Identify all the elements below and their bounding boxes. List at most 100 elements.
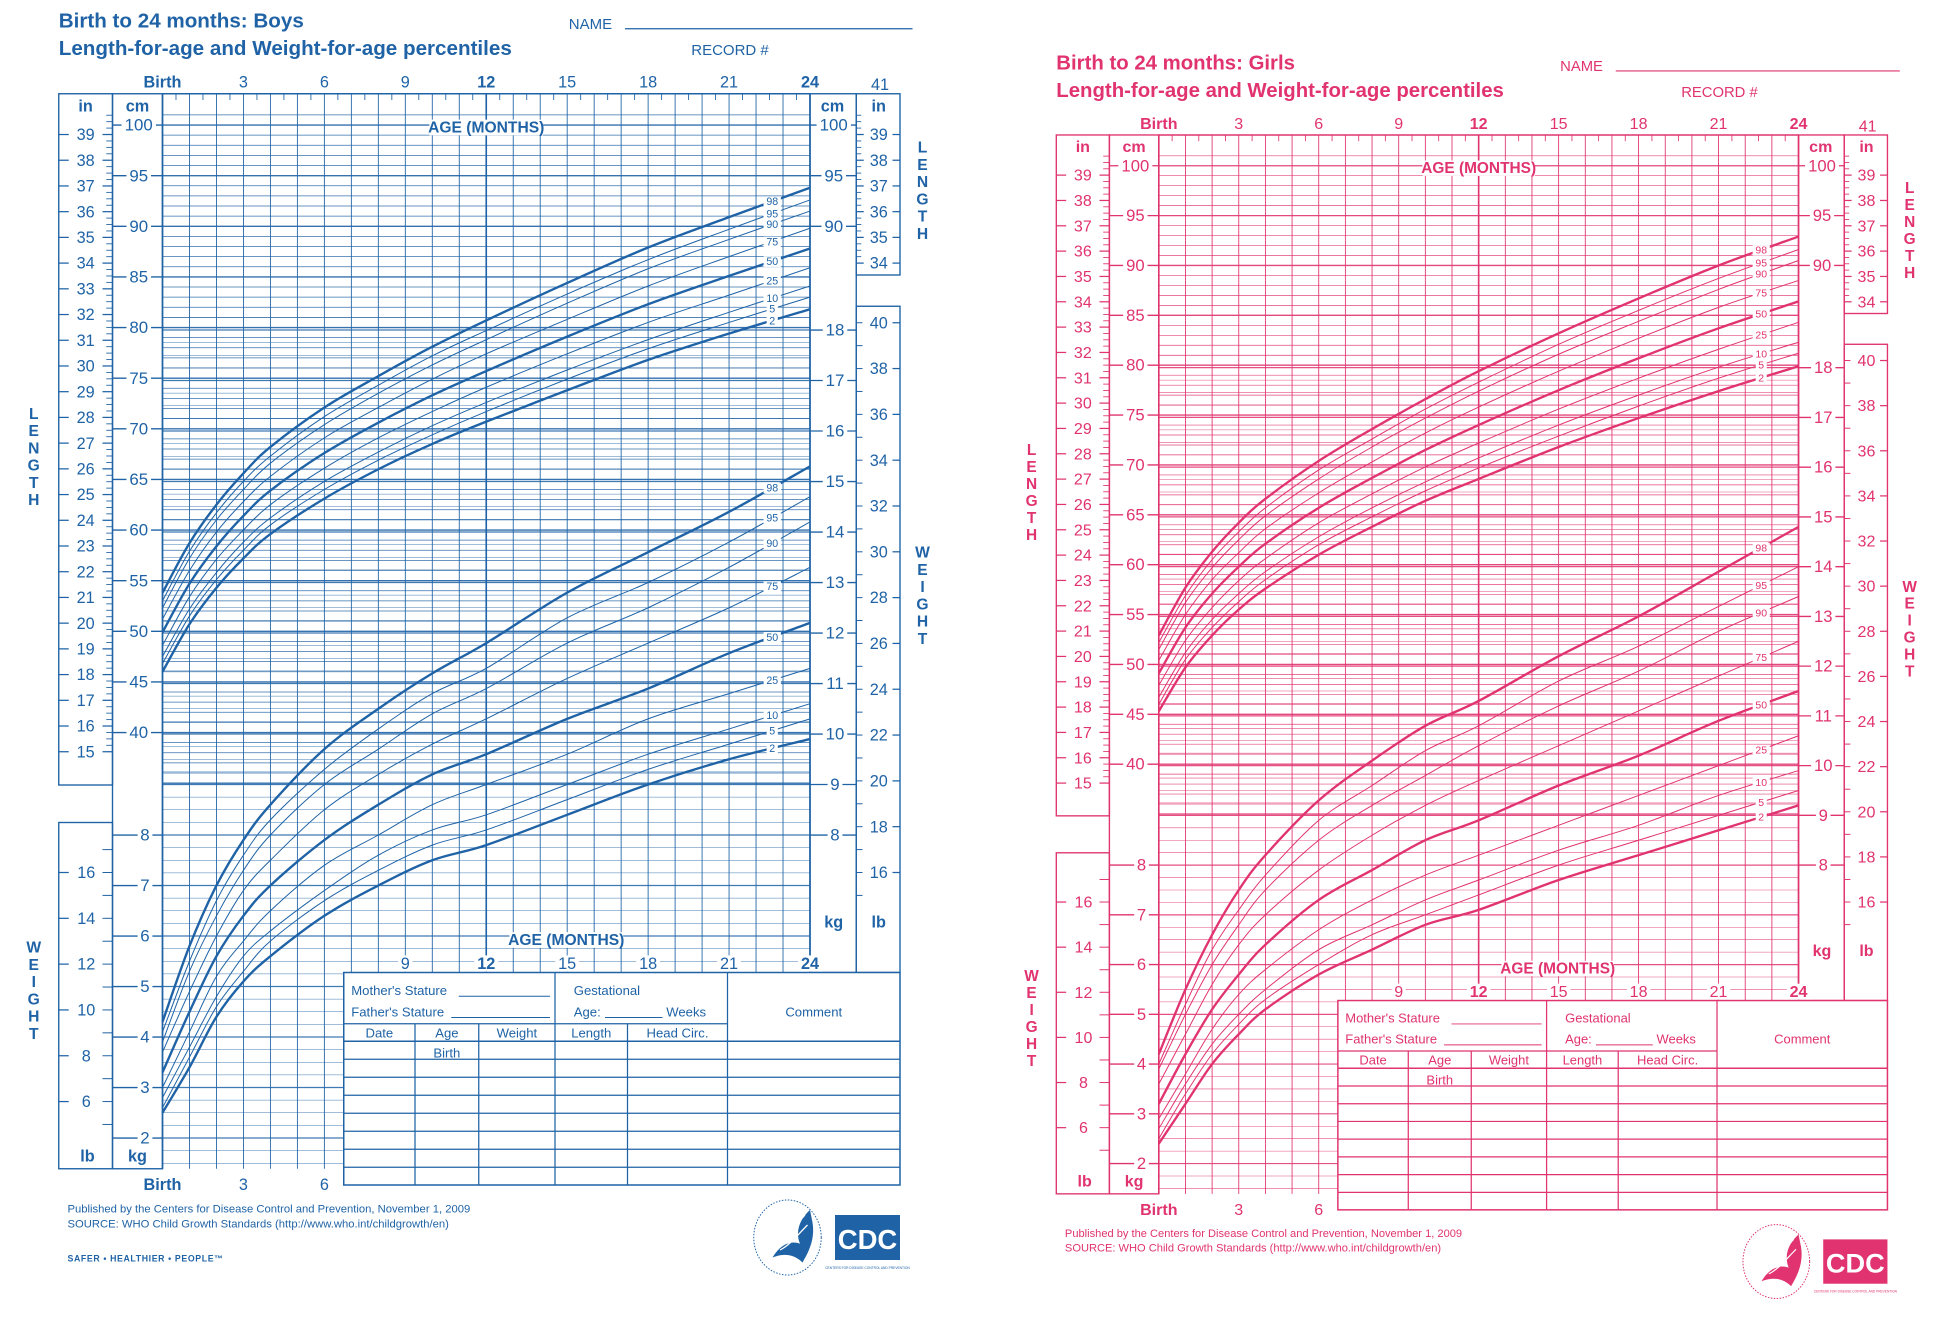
right-inch-unit: in (1859, 138, 1873, 156)
length-percentile-90-line (1158, 260, 1799, 650)
left-cm-tick-label: 60 (1126, 555, 1145, 574)
published-note: Published by the Centers for Disease Con… (1065, 1228, 1462, 1240)
right-length-axis-label: E (1905, 197, 1915, 214)
label-background (1810, 943, 1834, 960)
left-lb-tick-label: 16 (1075, 894, 1093, 912)
left-cm-tick-label: 45 (129, 672, 148, 691)
weight-percentile-95-label: 95 (1755, 581, 1767, 592)
right-length-axis-label: E (917, 157, 927, 174)
length-percentile-5-line (162, 296, 811, 664)
right-inch-tick-label: 36 (870, 203, 888, 221)
right-kg-tick-label: 12 (1814, 657, 1833, 676)
length-percentile-10-line (1158, 341, 1799, 698)
label-background (763, 219, 781, 230)
length-percentile-90-label: 90 (766, 219, 778, 231)
table-column-header: Head Circ. (1637, 1053, 1698, 1068)
left-cm-tick-label: 55 (1126, 605, 1145, 624)
right-weight-axis-label: W (1902, 579, 1917, 596)
left-length-axis-label: T (29, 475, 39, 492)
bottom-age-tick-label: 3 (1234, 1201, 1243, 1219)
left-inch-tick-label: 29 (77, 383, 95, 401)
label-background (1811, 658, 1836, 675)
label-background (1755, 797, 1767, 808)
label-background (126, 623, 152, 640)
top-age-axis-label: AGE (MONTHS) (428, 119, 544, 136)
right-inch-unit: in (872, 97, 886, 115)
chart-header: Birth to 24 months: Girls Length-for-age … (1056, 53, 1900, 102)
lower-age-tick-label: 24 (1790, 983, 1808, 1001)
cdc-logo-subtext: CENTERS FOR DISEASE CONTROL AND PREVENTI… (825, 1266, 910, 1270)
left-inch-tick-label: 34 (77, 255, 95, 273)
left-cm-tick-label: 75 (129, 369, 148, 388)
left-cm-tick-label: 80 (129, 318, 148, 337)
label-background (429, 119, 544, 136)
top-age-tick-label: 3 (1234, 115, 1243, 133)
right-lb-tick-label: 36 (1858, 442, 1876, 460)
right-kg-tick-label: 16 (1814, 458, 1833, 477)
right-cm-tick-label: 95 (824, 166, 843, 185)
right-kg-tick-label: 9 (1819, 806, 1828, 825)
right-lb-tick-label: 26 (870, 635, 888, 653)
length-percentile-75-label: 75 (1755, 289, 1767, 300)
label-background (636, 955, 661, 972)
hhs-seal-logo (753, 1199, 822, 1276)
label-background (126, 572, 152, 590)
label-background (1122, 139, 1146, 156)
left-kg-tick-label: 2 (1137, 1154, 1146, 1173)
chart-title: Birth to 24 months: Boys (59, 9, 304, 32)
right-length-axis-label: T (1905, 248, 1915, 265)
label-background (822, 725, 848, 743)
right-kg-unit: kg (1813, 942, 1832, 960)
label-background (75, 1147, 100, 1165)
left-cm-tick-label: 95 (129, 166, 148, 185)
left-inch-unit: in (1076, 138, 1090, 156)
label-background (73, 97, 98, 115)
label-background (1752, 542, 1770, 554)
left-length-axis-label: H (1026, 527, 1037, 544)
length-percentile-75-line (1158, 279, 1799, 661)
lower-age-tick-label: 18 (1630, 983, 1648, 1001)
top-age-tick-label: 24 (1790, 115, 1808, 133)
left-cm-tick-label: 100 (1121, 156, 1149, 175)
right-kg-unit: kg (824, 913, 843, 931)
right-kg-tick-label: 14 (1814, 557, 1833, 576)
left-inch-tick-label: 16 (1074, 749, 1092, 767)
left-length-inch-scale: in 15 16 17 18 19 20 21 22 23 24 25 26 27 28 29 30 31 32 33… (1055, 134, 1111, 817)
weight-percentile-5-label: 5 (1758, 798, 1764, 809)
left-lb-tick-label: 6 (82, 1093, 91, 1111)
record-number-label: RECORD # (1681, 85, 1758, 101)
left-inch-tick-label: 31 (1074, 369, 1092, 387)
right-kg-tick-label: 15 (826, 472, 845, 491)
label-background (1134, 906, 1149, 924)
right-cm-unit: cm (821, 97, 844, 115)
left-weight-axis-label: G (1026, 1019, 1038, 1036)
top-age-tick-label: 15 (558, 73, 576, 91)
left-inch-tick-label: 28 (77, 409, 95, 427)
cdc-logo-text: CDC (838, 1224, 898, 1255)
label-background (866, 97, 891, 115)
right-weight-axis-label: G (1904, 630, 1916, 647)
bottom-age-tick-label: 6 (320, 1176, 329, 1194)
length-percentile-75-line (162, 227, 811, 620)
label-background (137, 877, 153, 895)
weight-percentile-98-line (161, 465, 811, 1023)
label-background (509, 932, 624, 948)
label-background (1501, 960, 1614, 977)
measurement-record-table: Mother's Stature Father's Stature Gestatio… (343, 971, 901, 1186)
lower-age-tick-label: 15 (558, 955, 576, 973)
right-weight-lb-scale: 16 18 20 22 24 26 28 30 32 34 36 38 40 lb (855, 305, 901, 974)
left-inch-tick-label: 39 (1074, 167, 1092, 185)
chart-grid (1157, 134, 1800, 1194)
measurement-record-table: Mother's Stature Father's Stature Gestatio… (1337, 999, 1889, 1211)
left-cm-tick-label: 85 (129, 268, 148, 287)
left-weight-axis-label: E (29, 957, 39, 974)
chart-grid (161, 92, 811, 1169)
label-background (1809, 257, 1835, 275)
right-kg-tick-label: 16 (826, 422, 845, 441)
weight-percentile-75-label: 75 (1755, 653, 1767, 664)
left-lb-tick-label: 10 (1075, 1029, 1093, 1047)
left-inch-tick-label: 35 (1074, 268, 1092, 286)
label-background (1123, 756, 1148, 773)
label-background (126, 268, 152, 286)
